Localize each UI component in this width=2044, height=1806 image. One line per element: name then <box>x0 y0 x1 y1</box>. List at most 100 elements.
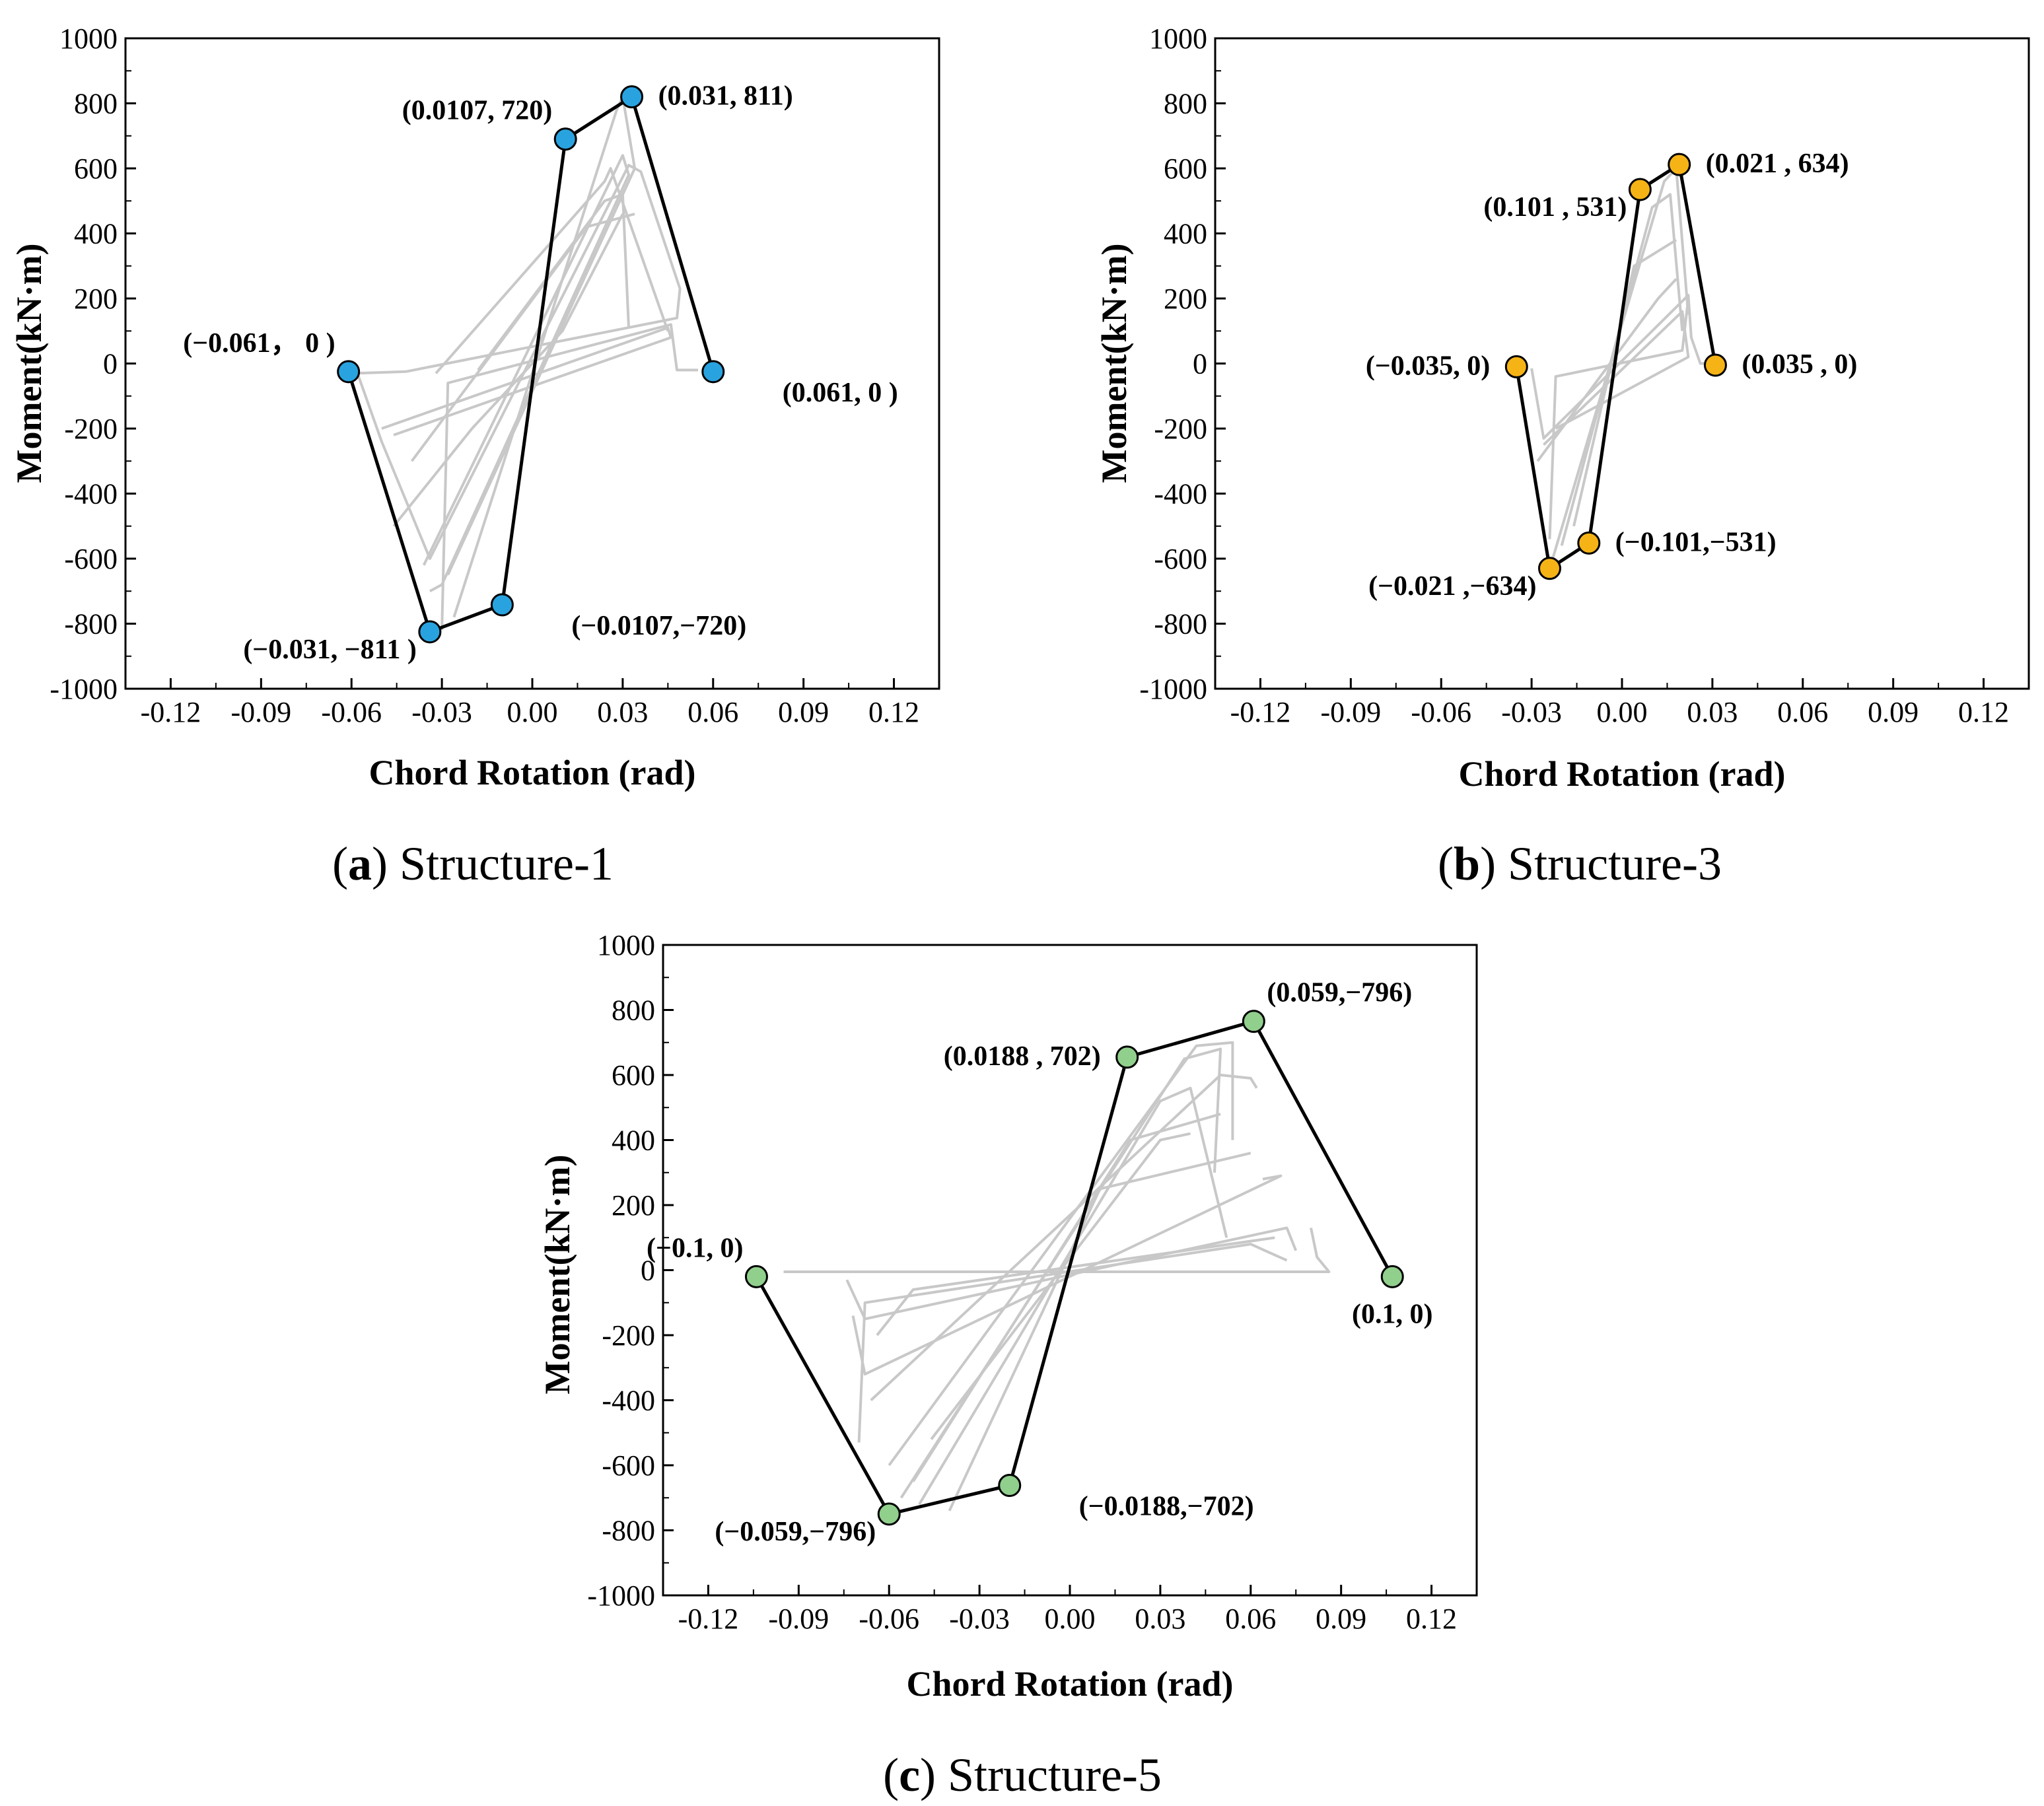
hysteresis-curve <box>435 167 670 374</box>
x-tick-label: 0.09 <box>778 696 829 728</box>
envelope-point <box>701 360 725 384</box>
point-label: (−0.035, 0) <box>1366 351 1490 381</box>
y-tick-label: 1000 <box>597 929 655 961</box>
hysteresis-curve <box>888 1041 1234 1467</box>
hysteresis-curve <box>1572 238 1677 527</box>
caption-title: Structure-5 <box>936 1749 1162 1801</box>
y-tick-label: -1000 <box>587 1580 655 1612</box>
envelope-line <box>755 1020 1394 1516</box>
x-tick-label: -0.06 <box>321 696 382 728</box>
y-tick-label: 1000 <box>59 22 118 55</box>
point-label: (−0.021 ,−634) <box>1368 571 1536 602</box>
point-labels: (−0.061， 0 ) (−0.031, −811 ) (−0.0107,−720… <box>183 81 898 665</box>
y-tick-label: 400 <box>612 1125 655 1157</box>
axis-ticks: -0.12 -0.09 -0.06 -0.03 0.00 0.03 0.06 0.09 0.12… <box>1139 22 2009 728</box>
x-tick-label: 0.12 <box>868 696 919 728</box>
point-label: (0.061, 0 ) <box>783 378 898 408</box>
point-label: (0.035 , 0) <box>1742 349 1857 380</box>
x-tick-label: -0.12 <box>141 696 201 728</box>
hysteresis-curve <box>441 323 698 631</box>
hysteresis-curve <box>876 1236 1275 1337</box>
envelope-point <box>1628 178 1652 201</box>
x-tick-label: -0.09 <box>231 696 292 728</box>
x-tick-label: 0.03 <box>1135 1603 1185 1635</box>
caption-letter: a <box>348 837 372 890</box>
x-tick-label: 0.12 <box>1406 1603 1457 1635</box>
hysteresis-curve <box>845 1226 1298 1321</box>
caption-title: Structure-1 <box>388 837 614 890</box>
x-tick-label: 0.09 <box>1868 696 1919 728</box>
envelope-point <box>1242 1010 1265 1033</box>
y-tick-label: -600 <box>602 1449 655 1482</box>
hysteresis-curve <box>1536 278 1677 462</box>
hysteresis-curve <box>1560 193 1684 546</box>
hysteresis-curve <box>1548 298 1690 539</box>
y-tick-label: 200 <box>74 283 118 315</box>
panel-caption: (c) Structure-5 <box>883 1749 1162 1801</box>
x-tick-label: 0.09 <box>1316 1603 1366 1635</box>
envelope-polyline <box>347 95 715 634</box>
hysteresis-curves <box>356 95 698 631</box>
hysteresis-curve <box>870 1074 1258 1401</box>
hysteresis-curve <box>930 1132 1191 1440</box>
x-tick-label: 0.06 <box>687 696 738 728</box>
y-tick-label: 400 <box>74 218 118 250</box>
point-label: (0.031, 811) <box>658 81 793 112</box>
y-tick-label: -800 <box>602 1515 655 1547</box>
hysteresis-curves <box>783 1041 1331 1511</box>
y-axis-title: Moment(kN·m) <box>9 244 49 483</box>
hysteresis-curve <box>422 154 630 593</box>
y-tick-label: -400 <box>602 1385 655 1417</box>
point-label: (0.1, 0) <box>1352 1299 1432 1329</box>
envelope-line <box>1514 162 1717 571</box>
hysteresis-curve <box>948 1152 1251 1511</box>
hysteresis-curve <box>783 1228 1331 1273</box>
envelope-point <box>418 620 442 644</box>
x-tick-label: -0.06 <box>859 1603 919 1635</box>
x-tick-label: 0.06 <box>1777 696 1828 728</box>
envelope-point <box>877 1502 901 1526</box>
x-axis-title: Chord Rotation (rad) <box>907 1664 1234 1704</box>
y-tick-label: 800 <box>74 88 118 120</box>
hysteresis-curve <box>410 213 635 462</box>
y-tick-label: 600 <box>612 1059 655 1092</box>
point-label: (−0.031, −811 ) <box>243 635 417 665</box>
envelope-point <box>490 593 514 617</box>
y-tick-label: -1000 <box>50 673 118 705</box>
x-tick-label: 0.00 <box>1045 1603 1096 1635</box>
caption-letter: b <box>1454 837 1480 890</box>
y-tick-label: -600 <box>64 543 118 575</box>
envelope-point <box>1115 1045 1139 1069</box>
hysteresis-curve <box>1530 294 1712 440</box>
envelope-polyline <box>1514 162 1717 571</box>
envelope-point <box>1380 1265 1404 1288</box>
y-tick-label: -200 <box>1154 413 1207 445</box>
point-label: (0.0107, 720) <box>402 96 552 126</box>
y-tick-label: -800 <box>64 608 118 641</box>
envelope-point <box>1577 531 1601 555</box>
envelope-point <box>553 127 577 151</box>
axis-ticks: -0.12 -0.09 -0.06 -0.03 0.00 0.03 0.06 0.09 0.12… <box>587 929 1457 1635</box>
panel-caption: (b) Structure-3 <box>1438 837 1722 890</box>
y-tick-label: -800 <box>1154 608 1207 641</box>
x-tick-label: 0.12 <box>1958 696 2009 728</box>
hysteresis-curves <box>1530 167 1712 559</box>
x-tick-label: -0.12 <box>1230 696 1291 728</box>
point-label: (0.059,−796) <box>1267 978 1412 1008</box>
y-tick-label: 0 <box>103 348 118 380</box>
envelope-point <box>998 1474 1022 1498</box>
hysteresis-curve <box>392 213 624 528</box>
point-label: (−0.0107,−720) <box>571 611 746 641</box>
y-axis-title: Moment(kN·m) <box>538 1155 577 1395</box>
envelope-line <box>347 95 715 634</box>
x-tick-label: 0.00 <box>1597 696 1648 728</box>
point-label: (−0.0188,−702) <box>1079 1492 1254 1522</box>
y-tick-label: 200 <box>612 1189 655 1222</box>
x-tick-label: 0.06 <box>1225 1603 1276 1635</box>
x-axis-title: Chord Rotation (rad) <box>1459 754 1786 794</box>
y-tick-label: 600 <box>74 153 118 185</box>
y-tick-label: 0 <box>641 1255 655 1287</box>
envelope-point <box>744 1265 768 1288</box>
y-tick-label: 800 <box>612 994 655 1027</box>
